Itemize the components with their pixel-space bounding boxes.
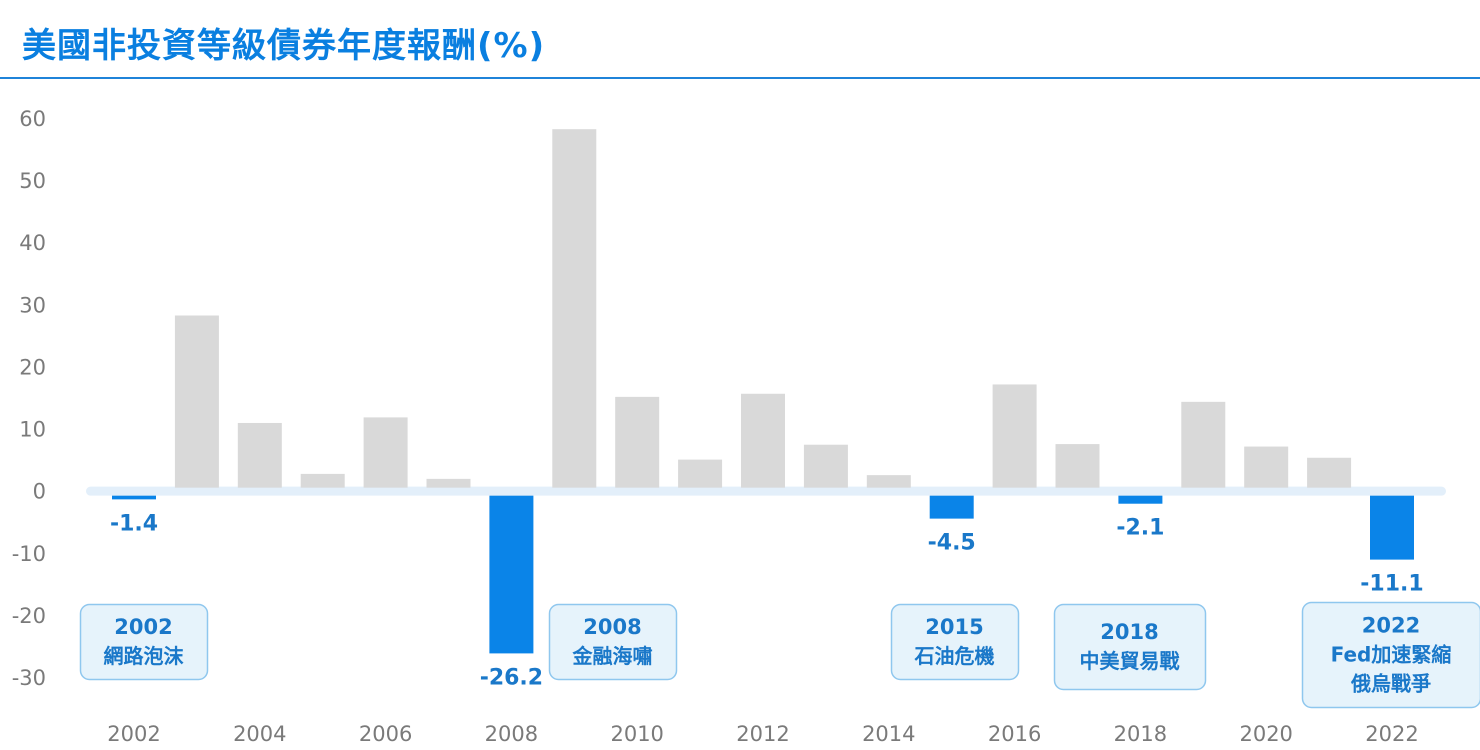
bar-2009 <box>552 129 597 488</box>
y-tick-label: 30 <box>19 293 46 317</box>
event-description: 網路泡沫 <box>104 644 185 668</box>
bar-2022 <box>1370 495 1414 560</box>
y-tick-label: 40 <box>19 231 46 255</box>
bar-2014 <box>866 475 911 488</box>
bar-2013 <box>803 444 848 488</box>
event-box-frame <box>890 603 1020 681</box>
data-label-2022: -11.1 <box>1360 572 1423 597</box>
event-description: 中美貿易戰 <box>1080 649 1180 673</box>
event-box-frame <box>79 603 209 681</box>
event-year: 2002 <box>114 615 172 639</box>
x-tick-label: 2004 <box>233 722 286 746</box>
y-tick-label: -30 <box>12 666 46 690</box>
title-divider <box>0 77 1480 79</box>
bar-2021 <box>1307 457 1352 488</box>
x-tick-label: 2020 <box>1239 722 1292 746</box>
bar-2005 <box>300 473 345 488</box>
bar-2006 <box>363 417 408 488</box>
y-tick-label: 10 <box>19 418 46 442</box>
event-description: 金融海嘯 <box>572 644 653 668</box>
event-description: Fed加速緊縮 <box>1331 643 1452 667</box>
event-box-frame <box>1053 603 1207 691</box>
x-tick-label: 2012 <box>736 722 789 746</box>
event-annotations: 2002 網路泡沫 2008 金融海嘯 2015 石油危機 2018 中美貿易戰 2022 Fed… <box>79 601 1480 709</box>
event-year: 2022 <box>1362 614 1420 638</box>
bar-2018 <box>1118 495 1163 504</box>
bar-2019 <box>1181 401 1226 488</box>
bar-2002 <box>112 495 156 500</box>
zero-baseline <box>86 486 1446 496</box>
x-tick-label: 2016 <box>988 722 1041 746</box>
bar-2016 <box>992 384 1037 488</box>
x-tick-label: 2008 <box>485 722 538 746</box>
event-box-frame <box>1301 601 1480 709</box>
bar-2011 <box>678 459 723 488</box>
x-tick-label: 2018 <box>1114 722 1167 746</box>
event-box-2015: 2015 石油危機 <box>890 603 1020 681</box>
bar-2010 <box>615 396 660 488</box>
x-tick-label: 2014 <box>862 722 915 746</box>
x-tick-label: 2006 <box>359 722 412 746</box>
y-tick-label: -20 <box>12 604 46 628</box>
bar-2008 <box>489 495 534 654</box>
y-tick-label: 20 <box>19 355 46 379</box>
bar-2007 <box>426 478 471 488</box>
zero-line-band <box>86 486 1446 496</box>
bars <box>112 129 1414 654</box>
x-axis: 2002 2004 2006 2008 2010 2012 2014 2016 2018 2020… <box>107 722 1418 746</box>
x-tick-label: 2010 <box>610 722 663 746</box>
y-tick-label: 0 <box>33 480 46 504</box>
data-label-2018: -2.1 <box>1116 516 1164 541</box>
bar-2015 <box>929 495 974 519</box>
event-description: 石油危機 <box>914 644 995 668</box>
data-label-2015: -4.5 <box>928 531 976 556</box>
event-year: 2015 <box>925 615 983 639</box>
data-label-2002: -1.4 <box>110 511 158 536</box>
event-description: 俄烏戰爭 <box>1350 672 1431 696</box>
bar-2004 <box>237 422 282 488</box>
bar-2012 <box>741 393 785 488</box>
y-axis: 60 50 40 30 20 10 0 -10 -20 -30 <box>12 107 46 690</box>
event-box-2002: 2002 網路泡沫 <box>79 603 209 681</box>
data-label-2008: -26.2 <box>480 665 543 690</box>
y-tick-label: 50 <box>19 169 46 193</box>
y-tick-label: -10 <box>12 542 46 566</box>
event-year: 2018 <box>1100 620 1158 644</box>
bar-2017 <box>1055 444 1100 488</box>
bar-2020 <box>1244 446 1289 488</box>
event-box-2018: 2018 中美貿易戰 <box>1053 603 1207 691</box>
y-tick-label: 60 <box>19 107 46 131</box>
event-year: 2008 <box>583 615 641 639</box>
bar-2003 <box>174 315 219 488</box>
data-labels: -1.4 -26.2 -4.5 -2.1 -11.1 <box>110 511 1424 690</box>
x-tick-label: 2022 <box>1365 722 1418 746</box>
event-box-frame <box>548 603 678 681</box>
page-title: 美國非投資等級債券年度報酬(%) <box>22 26 546 66</box>
x-tick-label: 2002 <box>107 722 160 746</box>
event-box-2008: 2008 金融海嘯 <box>548 603 678 681</box>
